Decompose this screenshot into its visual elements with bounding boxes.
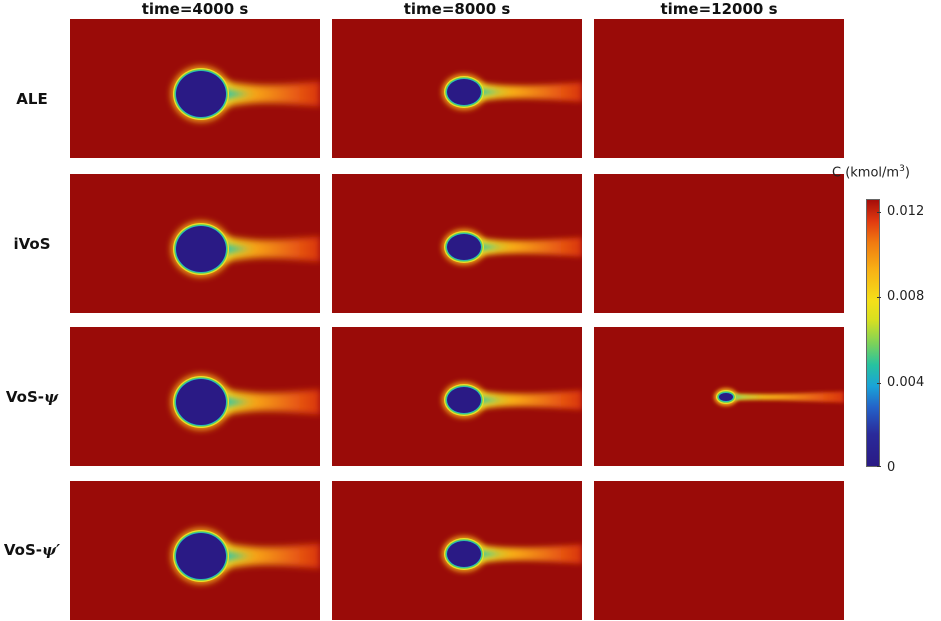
- concentration-wake: [464, 80, 582, 104]
- bubble: [447, 234, 481, 260]
- row-label-vos-psi-prime: VoS-ψ′: [3, 541, 61, 559]
- bubble: [176, 533, 226, 579]
- colorbar-tick-label: 0: [887, 460, 896, 475]
- field-background: [594, 481, 844, 620]
- colorbar-tick-label: 0.004: [887, 375, 925, 390]
- concentration-panel: [594, 174, 844, 313]
- bubble: [447, 541, 481, 567]
- colorbar-title: C (kmol/m3): [832, 164, 910, 181]
- concentration-wake: [201, 73, 320, 115]
- colorbar-tickmark: [877, 212, 881, 213]
- wake-core: [730, 395, 763, 399]
- colorbar-tickmark: [877, 383, 881, 384]
- bubble: [447, 79, 481, 105]
- concentration-wake: [464, 542, 582, 566]
- colorbar-tick-label: 0.008: [887, 289, 925, 304]
- concentration-panel: [332, 327, 582, 466]
- concentration-wake: [201, 381, 320, 423]
- concentration-wake: [201, 535, 320, 577]
- colorbar-tickmark: [877, 297, 881, 298]
- concentration-wake: [726, 391, 844, 403]
- bubble: [176, 226, 226, 272]
- concentration-panel: [594, 19, 844, 158]
- concentration-wake: [464, 388, 582, 412]
- row-label-vos-psi: VoS-ψ: [5, 388, 59, 406]
- colorbar: [866, 199, 880, 467]
- colorbar-tick-label: 0.012: [887, 204, 925, 219]
- column-title-12000: time=12000 s: [660, 0, 778, 18]
- concentration-wake: [201, 228, 320, 270]
- bubble: [447, 387, 481, 413]
- concentration-panel: [70, 481, 320, 620]
- concentration-panel: [70, 327, 320, 466]
- concentration-wake: [464, 235, 582, 259]
- field-background: [594, 174, 844, 313]
- colorbar-tickmark: [877, 466, 881, 467]
- bubble: [176, 71, 226, 117]
- row-label-ivos: iVoS: [13, 235, 51, 253]
- concentration-panel: [70, 19, 320, 158]
- column-title-4000: time=4000 s: [141, 0, 249, 18]
- concentration-panel: [332, 481, 582, 620]
- concentration-panel: [70, 174, 320, 313]
- bubble: [176, 379, 226, 425]
- field-background: [594, 19, 844, 158]
- concentration-panel: [332, 174, 582, 313]
- bubble: [719, 393, 733, 401]
- concentration-panel: [332, 19, 582, 158]
- row-label-ale: ALE: [16, 90, 48, 108]
- column-title-8000: time=8000 s: [403, 0, 511, 18]
- concentration-panel: [594, 327, 844, 466]
- concentration-panel: [594, 481, 844, 620]
